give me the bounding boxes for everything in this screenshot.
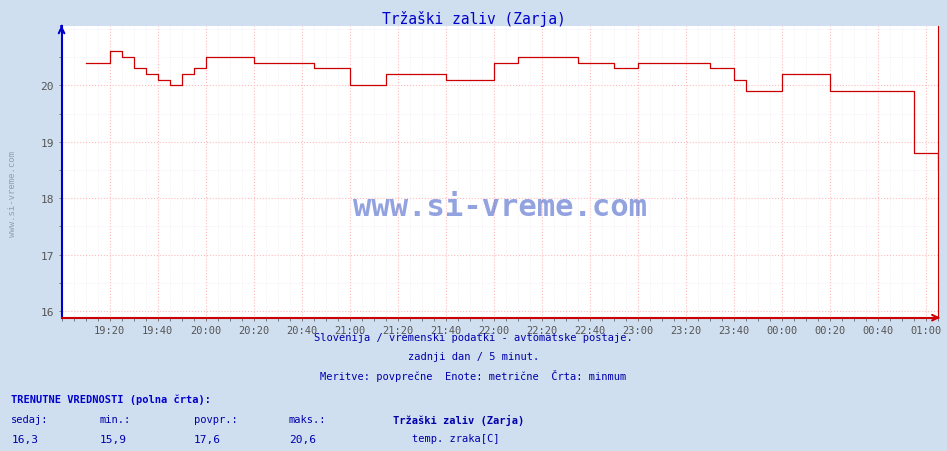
Text: 15,9: 15,9 [99, 434, 127, 444]
Text: Tržaški zaliv (Zarja): Tržaški zaliv (Zarja) [393, 414, 525, 425]
Text: www.si-vreme.com: www.si-vreme.com [8, 151, 17, 237]
Text: Tržaški zaliv (Zarja): Tržaški zaliv (Zarja) [382, 11, 565, 27]
Text: 20,6: 20,6 [289, 434, 316, 444]
Text: min.:: min.: [99, 414, 131, 424]
Text: Meritve: povprečne  Enote: metrične  Črta: minmum: Meritve: povprečne Enote: metrične Črta:… [320, 369, 627, 382]
Text: 16,3: 16,3 [11, 434, 39, 444]
Text: zadnji dan / 5 minut.: zadnji dan / 5 minut. [408, 351, 539, 361]
Text: 17,6: 17,6 [194, 434, 222, 444]
Text: sedaj:: sedaj: [11, 414, 49, 424]
Text: Slovenija / vremenski podatki - avtomatske postaje.: Slovenija / vremenski podatki - avtomats… [314, 332, 633, 342]
Text: TRENUTNE VREDNOSTI (polna črta):: TRENUTNE VREDNOSTI (polna črta): [11, 393, 211, 404]
Text: www.si-vreme.com: www.si-vreme.com [352, 193, 647, 222]
Text: temp. zraka[C]: temp. zraka[C] [412, 433, 499, 443]
Text: povpr.:: povpr.: [194, 414, 238, 424]
Text: maks.:: maks.: [289, 414, 327, 424]
